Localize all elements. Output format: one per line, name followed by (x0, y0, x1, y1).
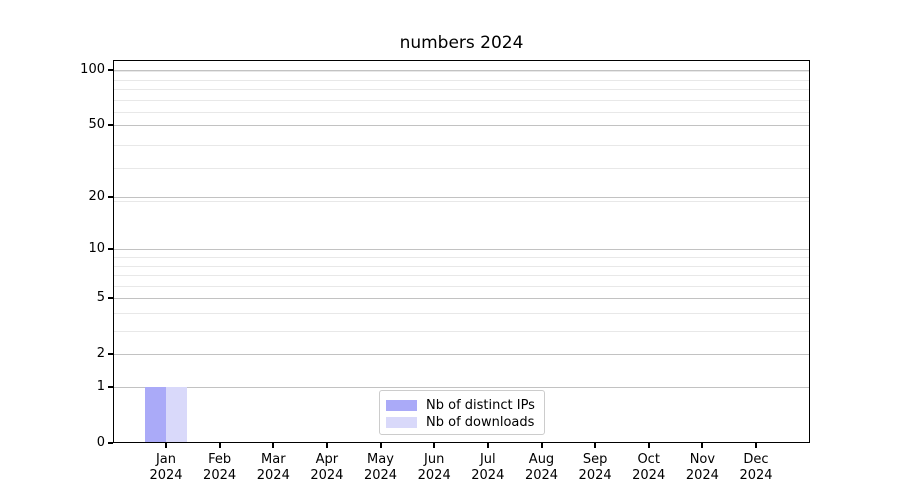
x-tick-label-sep: Sep 2024 (578, 452, 612, 483)
y-tick-label: 50 (88, 117, 105, 133)
y-tick-mark (108, 442, 113, 444)
x-tick-label-aug: Aug 2024 (524, 452, 559, 483)
gridline-minor (113, 145, 810, 146)
x-tick-mark (272, 443, 275, 448)
x-tick-label-jan: Jan 2024 (149, 452, 183, 483)
gridline-minor (113, 89, 810, 90)
y-tick-mark (108, 353, 113, 356)
gridline-major (113, 125, 810, 127)
y-tick-mark (108, 196, 113, 199)
y-tick-mark (108, 386, 113, 388)
gridline-minor (113, 257, 810, 258)
gridline-major (113, 249, 810, 251)
y-tick-label: 20 (88, 189, 105, 205)
chart-title: numbers 2024 (399, 33, 524, 53)
gridline-minor (113, 71, 810, 72)
x-tick-label-jul: Jul 2024 (471, 452, 505, 483)
legend-swatch-downloads-icon (386, 417, 417, 428)
gridline-major (113, 387, 810, 388)
x-tick-mark (594, 443, 597, 448)
legend-label-downloads: Nb of downloads (426, 415, 535, 430)
y-tick-mark (108, 69, 113, 72)
x-tick-mark (433, 443, 436, 448)
x-tick-label-apr: Apr 2024 (310, 452, 344, 483)
y-tick-label: 100 (80, 62, 105, 78)
gridline-minor (113, 275, 810, 276)
y-tick-label: 0 (96, 435, 105, 450)
gridline-major (113, 354, 810, 356)
legend-item-distinct-ips: Nb of distinct IPs (386, 397, 544, 414)
y-tick-label: 1 (96, 379, 105, 394)
gridline-minor (113, 285, 810, 287)
plot-area: Nb of distinct IPs Nb of downloads (113, 60, 810, 443)
bar-jan-series0 (145, 387, 166, 443)
x-tick-mark (755, 443, 757, 448)
gridline-minor (113, 265, 810, 267)
x-tick-label-feb: Feb 2024 (203, 452, 237, 483)
y-tick-label: 2 (96, 346, 105, 362)
x-tick-label-may: May 2024 (363, 452, 398, 483)
legend-item-downloads: Nb of downloads (386, 414, 544, 431)
y-tick-label: 5 (96, 290, 105, 306)
y-tick-mark (108, 248, 113, 251)
x-tick-label-nov: Nov 2024 (685, 452, 719, 483)
x-tick-mark (379, 443, 382, 448)
x-tick-mark (701, 443, 704, 448)
x-tick-label-dec: Dec 2024 (739, 452, 773, 483)
x-tick-mark (647, 443, 650, 448)
gridline-minor (113, 331, 810, 332)
gridline-minor (113, 112, 810, 114)
x-tick-label-mar: Mar 2024 (256, 452, 290, 483)
x-tick-mark (540, 443, 543, 448)
y-tick-mark (108, 124, 113, 127)
x-tick-mark (325, 443, 328, 448)
legend-swatch-distinct-ips-icon (386, 400, 417, 411)
axes-border (113, 60, 810, 443)
gridline-minor (113, 313, 810, 314)
x-tick-mark (218, 443, 221, 448)
x-tick-label-oct: Oct 2024 (632, 452, 666, 483)
gridline-minor (113, 79, 810, 81)
legend-label-distinct-ips: Nb of distinct IPs (426, 398, 535, 413)
legend: Nb of distinct IPs Nb of downloads (379, 390, 545, 435)
bar-jan-series1 (166, 387, 187, 443)
gridline-minor (113, 201, 810, 202)
x-tick-label-jun: Jun 2024 (417, 452, 451, 483)
y-tick-label: 10 (88, 241, 105, 257)
gridline-major (113, 197, 810, 199)
gridline-minor (113, 99, 810, 101)
x-tick-mark (486, 443, 489, 448)
gridline-major (113, 70, 810, 72)
gridline-major (113, 298, 810, 300)
x-tick-mark (165, 443, 167, 448)
y-tick-mark (108, 297, 113, 300)
gridline-minor (113, 168, 810, 170)
